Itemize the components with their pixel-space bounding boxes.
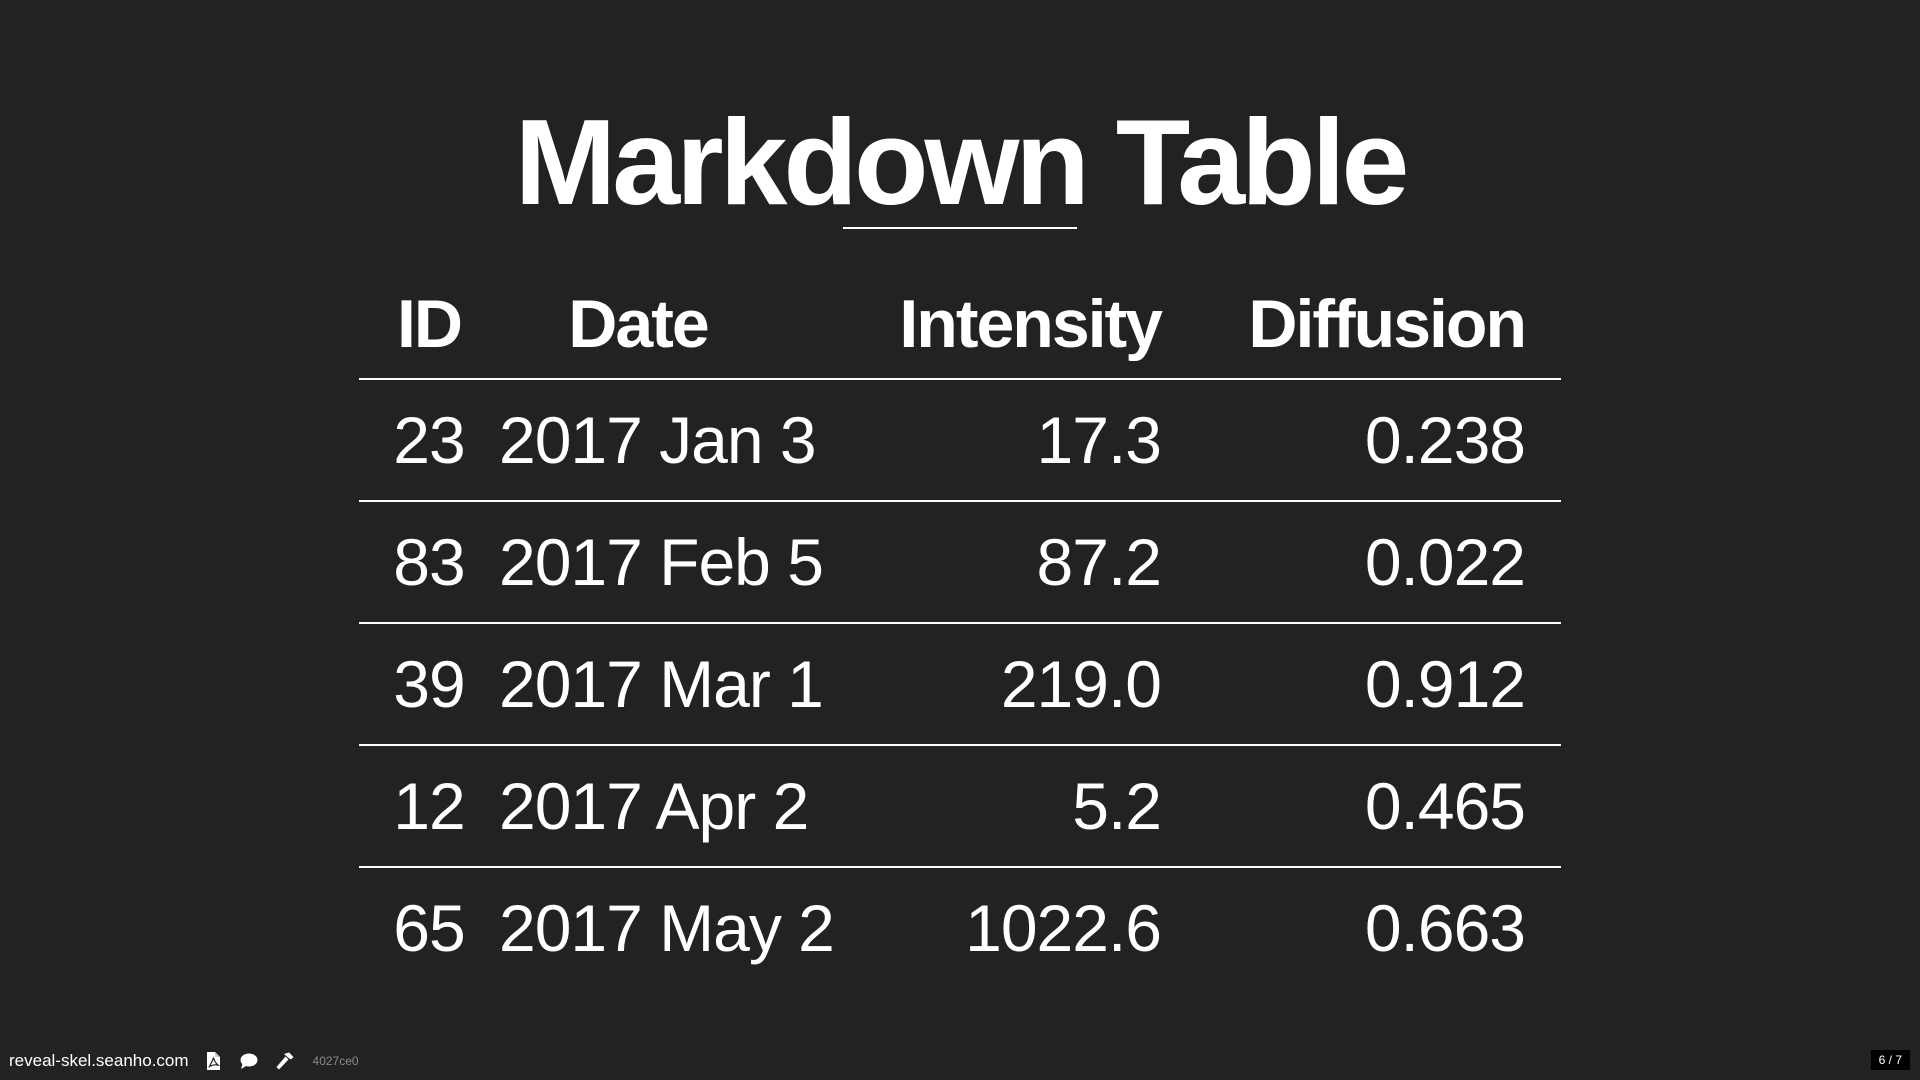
- cell-diffusion: 0.022: [1197, 501, 1561, 624]
- title-underline: [843, 227, 1077, 229]
- cell-id: 39: [359, 623, 499, 746]
- cell-id: 65: [393, 891, 465, 965]
- cell-intensity: 87.2: [813, 501, 1197, 624]
- commit-hash: 4027ce0: [312, 1054, 359, 1068]
- cell-diffusion: 0.238: [1197, 379, 1561, 502]
- cell-id: 23: [359, 379, 499, 502]
- comment-icon[interactable]: [239, 1051, 259, 1071]
- cell-date: 2017 Jan 3: [499, 379, 817, 502]
- cell-intensity: 1022.6: [965, 891, 1162, 965]
- cell-date: 2017 Feb 5: [499, 501, 824, 624]
- cell-diffusion: 0.912: [1197, 623, 1561, 746]
- footer-bar: reveal-skel.seanho.com 4027ce0: [9, 1048, 359, 1074]
- cell-intensity: 219.0: [813, 623, 1197, 746]
- header-date: Date: [499, 270, 813, 380]
- table-header-row: ID Date Intensity Diffusion: [359, 270, 1561, 380]
- cell-date: 2017 May 2: [499, 891, 835, 965]
- cell-intensity: 17.3: [813, 379, 1197, 502]
- header-intensity: Intensity: [813, 270, 1197, 380]
- slide-title: Markdown Table: [514, 94, 1410, 230]
- table-row: 12 2017 Apr 2 5.2 0.465: [359, 745, 1561, 868]
- table-row: 39 2017 Mar 1 219.0 0.912: [359, 623, 1561, 746]
- hammer-icon[interactable]: [275, 1051, 295, 1071]
- markdown-table: ID Date Intensity Diffusion 23 2017 Jan …: [359, 270, 1561, 988]
- header-diffusion: Diffusion: [1197, 270, 1561, 380]
- header-id: ID: [359, 270, 499, 380]
- table-row: 65 2017 May 2 1022.6 0.663: [359, 867, 1561, 988]
- pdf-icon[interactable]: [203, 1051, 223, 1071]
- cell-date: 2017 Mar 1: [499, 623, 824, 746]
- cell-id: 12: [359, 745, 499, 868]
- table-row: 83 2017 Feb 5 87.2 0.022: [359, 501, 1561, 624]
- site-link[interactable]: reveal-skel.seanho.com: [9, 1051, 189, 1070]
- table-row: 23 2017 Jan 3 17.3 0.238: [359, 379, 1561, 502]
- cell-intensity: 5.2: [813, 745, 1197, 868]
- cell-id: 83: [359, 501, 499, 624]
- cell-diffusion: 0.465: [1197, 745, 1561, 868]
- cell-diffusion: 0.663: [1364, 891, 1526, 965]
- slide-number: 6 / 7: [1870, 1050, 1910, 1070]
- cell-date: 2017 Apr 2: [499, 745, 813, 868]
